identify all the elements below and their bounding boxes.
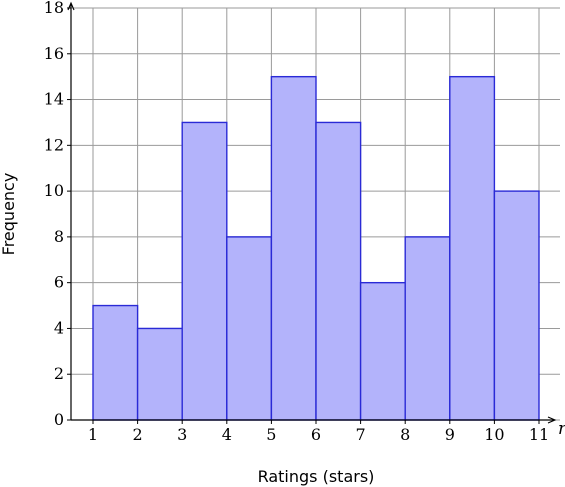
bar-bin-6 [315, 121, 362, 421]
x-axis-arrow [547, 416, 557, 424]
x-axis-title: Ratings (stars) [258, 467, 375, 486]
y-tick-label: 10 [44, 181, 64, 200]
x-tick-label: 3 [177, 425, 187, 444]
y-tick-label: 16 [44, 44, 64, 63]
bar-bin-8 [404, 236, 451, 421]
bar-bin-10 [493, 190, 540, 421]
x-tick-label: 7 [356, 425, 366, 444]
x-tick-label: 5 [266, 425, 276, 444]
x-tick-label: 10 [484, 425, 504, 444]
y-tick-label: 4 [54, 318, 64, 337]
y-axis-title: Frequency [0, 173, 18, 256]
bar-bin-7 [359, 281, 406, 421]
bar-bin-2 [136, 327, 183, 421]
bar-bin-3 [181, 121, 228, 421]
y-tick-label: 8 [54, 227, 64, 246]
bar-bin-9 [449, 75, 496, 421]
y-ticks: 0 2 4 6 8 10 12 14 16 18 [44, 0, 71, 429]
axes [67, 1, 557, 424]
x-tick-label: 2 [133, 425, 143, 444]
x-tick-label: 6 [311, 425, 321, 444]
x-ticks: 1 2 3 4 5 6 7 8 9 10 11 [88, 420, 549, 444]
bars [92, 75, 540, 421]
bar-bin-4 [226, 236, 273, 421]
x-tick-label: 11 [529, 425, 549, 444]
bar-bin-1 [92, 304, 139, 421]
x-axis-variable: r [558, 419, 565, 439]
x-tick-label: 4 [222, 425, 232, 444]
y-tick-label: 12 [44, 135, 64, 154]
y-tick-label: 6 [54, 273, 64, 292]
x-tick-label: 8 [400, 425, 410, 444]
y-tick-label: 14 [44, 90, 64, 109]
y-tick-label: 2 [54, 364, 64, 383]
x-tick-label: 9 [445, 425, 455, 444]
y-tick-label: 0 [54, 410, 64, 429]
bar-bin-5 [270, 75, 317, 421]
y-tick-label: 18 [44, 0, 64, 17]
x-tick-label: 1 [88, 425, 98, 444]
